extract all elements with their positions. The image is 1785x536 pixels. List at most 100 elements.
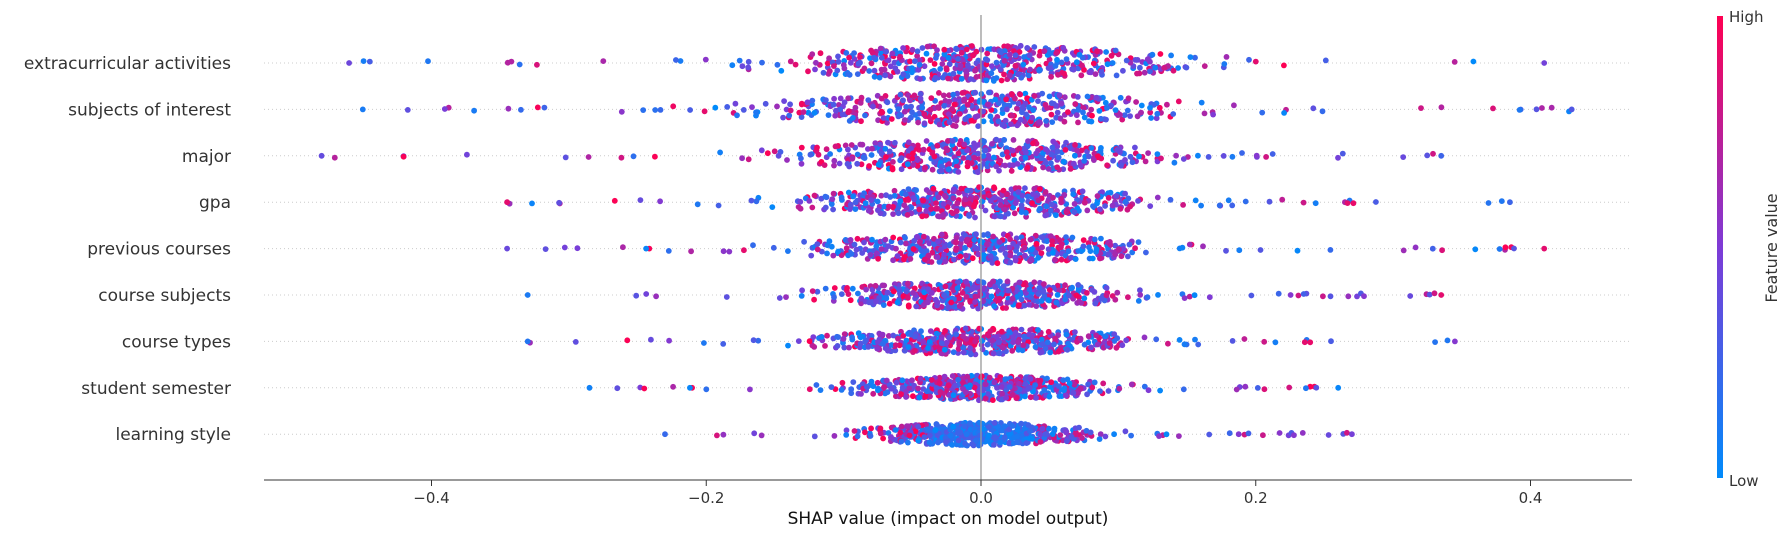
shap-point <box>657 198 663 204</box>
shap-point <box>749 104 755 110</box>
shap-point <box>1043 189 1049 195</box>
shap-point <box>922 434 928 440</box>
feature-label: learning style <box>115 425 231 445</box>
shap-point <box>918 376 924 382</box>
shap-point <box>984 51 990 57</box>
shap-point <box>955 285 961 291</box>
shap-point <box>855 71 861 77</box>
shap-point <box>902 109 908 115</box>
shap-point <box>909 65 915 71</box>
shap-point <box>1088 248 1094 254</box>
shap-point <box>915 424 921 430</box>
shap-point <box>1022 185 1028 191</box>
shap-point <box>745 65 751 71</box>
shap-point <box>912 93 918 99</box>
shap-point <box>914 234 920 240</box>
shap-point <box>934 421 940 427</box>
shap-point <box>1093 71 1099 77</box>
shap-point <box>833 108 839 114</box>
shap-point <box>953 245 959 251</box>
shap-point <box>918 96 924 102</box>
shap-point <box>1539 105 1545 111</box>
shap-point <box>799 102 805 108</box>
shap-point <box>1000 246 1006 252</box>
shap-point <box>963 68 969 74</box>
shap-point <box>1080 188 1086 194</box>
shap-point <box>1221 153 1227 159</box>
shap-point <box>1093 249 1099 255</box>
shap-point <box>841 62 847 68</box>
shap-point <box>811 297 817 303</box>
shap-point <box>1027 52 1033 58</box>
shap-point <box>529 201 535 207</box>
shap-point <box>946 111 952 117</box>
shap-point <box>969 286 975 292</box>
shap-point <box>1104 285 1110 291</box>
shap-point <box>922 165 928 171</box>
shap-point <box>895 106 901 112</box>
shap-point <box>1517 107 1523 113</box>
shap-point <box>935 440 941 446</box>
shap-point <box>988 113 994 119</box>
shap-point <box>885 290 891 296</box>
shap-point <box>1072 101 1078 107</box>
shap-point <box>1125 254 1131 260</box>
shap-point <box>759 60 765 66</box>
shap-point <box>962 116 968 122</box>
shap-point <box>1022 381 1028 387</box>
shap-point <box>1011 137 1017 143</box>
shap-point <box>633 293 639 299</box>
shap-point <box>1052 426 1058 432</box>
shap-point <box>1089 145 1095 151</box>
shap-point <box>1118 206 1124 212</box>
shap-point <box>924 51 930 57</box>
shap-point <box>1070 235 1076 241</box>
shap-point <box>797 199 803 205</box>
shap-point <box>1135 113 1141 119</box>
shap-point <box>990 234 996 240</box>
shap-point <box>785 248 791 254</box>
shap-point <box>1065 109 1071 115</box>
shap-point <box>1373 199 1379 205</box>
shap-point <box>832 433 838 439</box>
shap-point <box>1018 291 1024 297</box>
shap-point <box>1055 292 1061 298</box>
shap-point <box>1090 256 1096 262</box>
shap-point <box>1181 386 1187 392</box>
shap-point <box>1029 200 1035 206</box>
shap-point <box>967 382 973 388</box>
shap-point <box>543 246 549 252</box>
shap-point <box>1168 53 1174 59</box>
shap-point <box>1044 212 1050 218</box>
shap-point <box>930 167 936 173</box>
shap-point <box>852 428 858 434</box>
shap-point <box>994 75 1000 81</box>
shap-point <box>1028 394 1034 400</box>
shap-point <box>1055 110 1061 116</box>
shap-point <box>943 284 949 290</box>
shap-point <box>1012 96 1018 102</box>
shap-point <box>933 427 939 433</box>
shap-point <box>877 75 883 81</box>
shap-point <box>881 115 887 121</box>
shap-point <box>1008 195 1014 201</box>
shap-point <box>898 92 904 98</box>
feature-label: course types <box>122 332 231 352</box>
shap-point <box>1549 105 1555 111</box>
shap-point <box>721 432 727 438</box>
shap-point <box>769 204 775 210</box>
shap-point <box>464 152 470 158</box>
shap-point <box>890 235 896 241</box>
shap-point <box>640 107 646 113</box>
shap-point <box>1009 113 1015 119</box>
shap-point <box>868 426 874 432</box>
shap-point <box>1032 93 1038 99</box>
shap-point <box>872 74 878 80</box>
shap-point <box>1078 386 1084 392</box>
shap-point <box>1107 340 1113 346</box>
shap-point <box>996 340 1002 346</box>
shap-point <box>749 198 755 204</box>
shap-point <box>859 250 865 256</box>
shap-point <box>986 193 992 199</box>
shap-point <box>1102 203 1108 209</box>
